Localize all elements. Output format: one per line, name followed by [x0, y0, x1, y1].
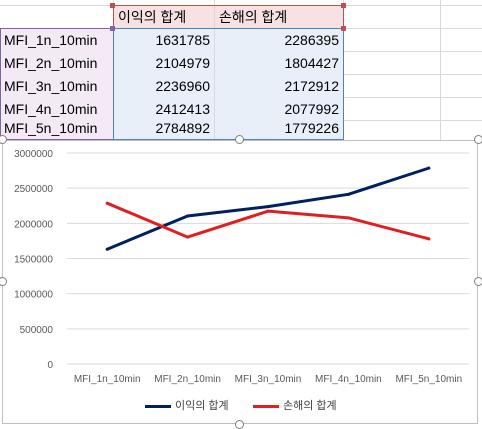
data-point[interactable] [105, 201, 109, 205]
chart-resize-handle[interactable] [0, 277, 7, 286]
row-label-cell[interactable]: MFI_2n_10min [0, 52, 113, 75]
x-tick-label: MFI_2n_10min [154, 374, 221, 385]
range-resize-handle[interactable] [341, 3, 346, 8]
loss-value-cell[interactable]: 1779226 [215, 117, 343, 140]
row-label-cell[interactable]: MFI_1n_10min [0, 29, 113, 52]
chart-resize-handle[interactable] [235, 135, 244, 144]
values-range-highlight [113, 28, 344, 140]
y-tick-label: 3000000 [14, 149, 53, 160]
loss-value-cell[interactable]: 2077992 [215, 98, 343, 121]
data-point[interactable] [346, 216, 350, 220]
chart-resize-handle[interactable] [474, 135, 482, 144]
data-point[interactable] [105, 247, 109, 251]
series-name-range-highlight [113, 5, 344, 29]
loss-value-cell[interactable]: 2172912 [215, 75, 343, 98]
x-tick-label: MFI_3n_10min [235, 374, 302, 385]
chart-resize-handle[interactable] [474, 277, 482, 286]
chart-plot-area: 0 500000 1000000 1500000 2000000 2500000 30000… [14, 149, 469, 385]
row-label-cell[interactable]: MFI_5n_10min [0, 117, 113, 140]
legend-label-profit: 이익의 합계 [175, 400, 229, 412]
data-point[interactable] [427, 237, 431, 241]
data-point[interactable] [346, 192, 350, 196]
profit-value-cell[interactable]: 2104979 [114, 52, 214, 75]
y-tick-label: 1500000 [14, 255, 53, 266]
loss-value-cell[interactable]: 2286395 [215, 29, 343, 52]
row-label-cell[interactable]: MFI_3n_10min [0, 75, 113, 98]
data-point[interactable] [266, 205, 270, 209]
data-point[interactable] [186, 235, 190, 239]
legend-swatch-profit [145, 404, 171, 408]
loss-value-cell[interactable]: 1804427 [215, 52, 343, 75]
legend-item-profit[interactable]: 이익의 합계 [145, 399, 229, 413]
y-tick-label: 2000000 [14, 219, 53, 230]
range-resize-handle[interactable] [110, 3, 115, 8]
profit-value-cell[interactable]: 2236960 [114, 75, 214, 98]
series-line-profit[interactable] [105, 166, 431, 251]
chart-resize-handle[interactable] [0, 135, 7, 144]
range-resize-handle[interactable] [341, 26, 346, 31]
profit-value-cell[interactable]: 2412413 [114, 98, 214, 121]
header-cell-loss[interactable]: 손해의 합계 [215, 6, 343, 29]
x-tick-label: MFI_1n_10min [74, 374, 141, 385]
y-tick-label: 1000000 [14, 290, 53, 301]
legend-item-loss[interactable]: 손해의 합계 [253, 399, 337, 413]
category-range-highlight [0, 28, 114, 140]
profit-value-cell[interactable]: 2784892 [114, 117, 214, 140]
data-point[interactable] [186, 214, 190, 218]
chart-resize-handle[interactable] [235, 420, 244, 429]
data-point[interactable] [266, 209, 270, 213]
y-tick-label: 2500000 [14, 184, 53, 195]
header-cell-profit[interactable]: 이익의 합계 [114, 6, 214, 29]
grid-line [440, 0, 441, 140]
data-point[interactable] [427, 166, 431, 170]
legend-swatch-loss [253, 404, 279, 408]
x-tick-label: MFI_4n_10min [315, 374, 382, 385]
series-line-loss[interactable] [105, 201, 431, 241]
x-tick-label: MFI_5n_10min [395, 374, 462, 385]
profit-value-cell[interactable]: 1631785 [114, 29, 214, 52]
range-resize-handle[interactable] [110, 26, 115, 31]
legend-label-loss: 손해의 합계 [283, 400, 337, 412]
y-tick-label: 500000 [20, 325, 54, 336]
y-tick-label: 0 [47, 360, 53, 371]
row-label-cell[interactable]: MFI_4n_10min [0, 98, 113, 121]
line-chart[interactable]: 0 500000 1000000 1500000 2000000 2500000 30000… [2, 140, 478, 424]
grid-line [214, 0, 215, 140]
spreadsheet-grid[interactable]: 이익의 합계 손해의 합계 MFI_1n_10min 1631785 22863… [0, 0, 482, 140]
